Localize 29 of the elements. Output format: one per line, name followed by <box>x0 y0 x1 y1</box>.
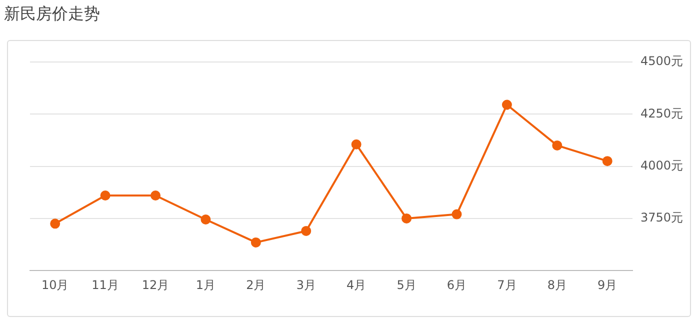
y-tick-label: 4000元 <box>640 158 684 172</box>
point <box>452 209 462 220</box>
point <box>402 213 412 224</box>
x-tick-label: 7月 <box>497 278 517 292</box>
y-tick-label: 4500元 <box>640 54 684 68</box>
x-tick-label: 11月 <box>92 278 119 292</box>
x-tick-label: 9月 <box>598 278 618 292</box>
point <box>50 218 60 229</box>
x-tick-label: 4月 <box>346 278 366 292</box>
y-tick-label: 3750元 <box>640 210 684 225</box>
point <box>250 237 261 248</box>
point <box>150 190 161 201</box>
y-tick-label: 4250元 <box>640 106 684 120</box>
x-tick-label: 6月 <box>446 278 467 292</box>
x-tick-label: 1月 <box>196 278 216 292</box>
point <box>301 226 312 236</box>
point <box>100 190 110 201</box>
point <box>200 214 211 224</box>
x-tick-label: 3月 <box>296 278 316 292</box>
x-tick-label: 10月 <box>41 278 69 292</box>
chart-title: 新民房价走势 <box>4 4 100 25</box>
point <box>502 100 512 110</box>
point <box>602 156 612 166</box>
point <box>351 139 362 150</box>
x-tick-label: 8月 <box>547 278 567 292</box>
x-tick-label: 12月 <box>142 278 170 292</box>
x-tick-label: 5月 <box>396 278 416 292</box>
x-tick-label: 2月 <box>246 278 266 292</box>
point <box>552 140 562 150</box>
